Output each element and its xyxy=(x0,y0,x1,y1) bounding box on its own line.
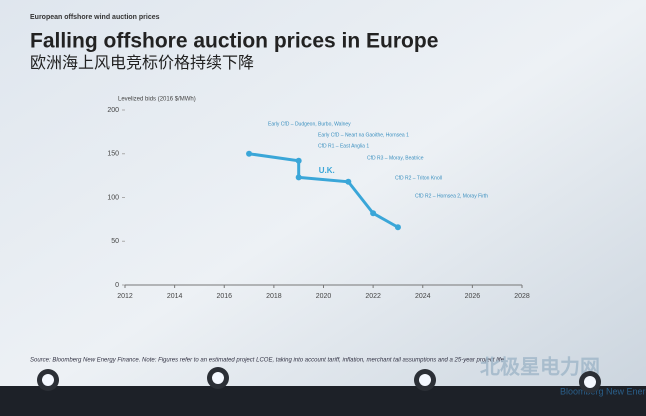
chart-subtitle: 欧洲海上风电竞标价格持续下降 xyxy=(30,54,254,72)
point xyxy=(345,178,352,185)
x-tick-label: 2024 xyxy=(415,293,431,300)
point xyxy=(295,157,302,164)
stage-floor xyxy=(0,386,646,416)
kicker: European offshore wind auction prices xyxy=(30,14,160,21)
annotation: CfD R2 – Triton Knoll xyxy=(395,175,442,181)
point xyxy=(295,174,302,181)
y-tick-label: 0 xyxy=(115,282,119,289)
x-tick-label: 2012 xyxy=(117,293,133,300)
footer: Bloomberg New Energy Finance xyxy=(560,386,646,396)
x-tick-label: 2018 xyxy=(266,293,282,300)
y-axis-label: Levelized bids (2016 $/MWh) xyxy=(118,97,196,103)
y-tick-label: 200 xyxy=(107,107,119,114)
y-tick-label: 50 xyxy=(111,238,119,245)
chart-title: Falling offshore auction prices in Europ… xyxy=(30,30,438,53)
x-tick-label: 2014 xyxy=(167,293,183,300)
annotation: Early CfD – Neart na Gaoithe, Hornsea 1 xyxy=(318,132,409,138)
point xyxy=(246,150,253,157)
annotation: CfD R3 – Moray, Beatrice xyxy=(367,155,424,161)
stage-light-lens xyxy=(584,376,596,388)
stage-light-lens xyxy=(212,372,224,384)
annotation: CfD R1 – East Anglia 1 xyxy=(318,143,369,149)
x-tick-label: 2016 xyxy=(216,293,232,300)
line xyxy=(248,152,399,229)
x-tick-label: 2020 xyxy=(316,293,332,300)
annotation: CfD R2 – Hornsea 2, Moray Firth xyxy=(415,193,488,199)
y-tick-label: 150 xyxy=(107,151,119,158)
stage-light-lens xyxy=(42,374,54,386)
series-label: U.K. xyxy=(319,166,335,175)
annotation: Early CfD – Dudgeon, Burbo, Walney xyxy=(268,121,351,127)
plot: 0 50 100 150 200 2012 2014 2016 2018 2020 2022 2024… xyxy=(37,107,601,393)
x-tick-label: 2022 xyxy=(365,293,381,300)
watermark: 北极星电力网 xyxy=(480,354,600,378)
y-tick-label: 100 xyxy=(107,194,119,201)
stage-light-lens xyxy=(419,374,431,386)
point xyxy=(370,210,377,217)
x-tick-label: 2026 xyxy=(465,293,481,300)
x-tick-label: 2028 xyxy=(514,293,530,300)
point xyxy=(394,224,401,231)
source-note: Source: Bloomberg New Energy Finance. No… xyxy=(30,358,505,364)
